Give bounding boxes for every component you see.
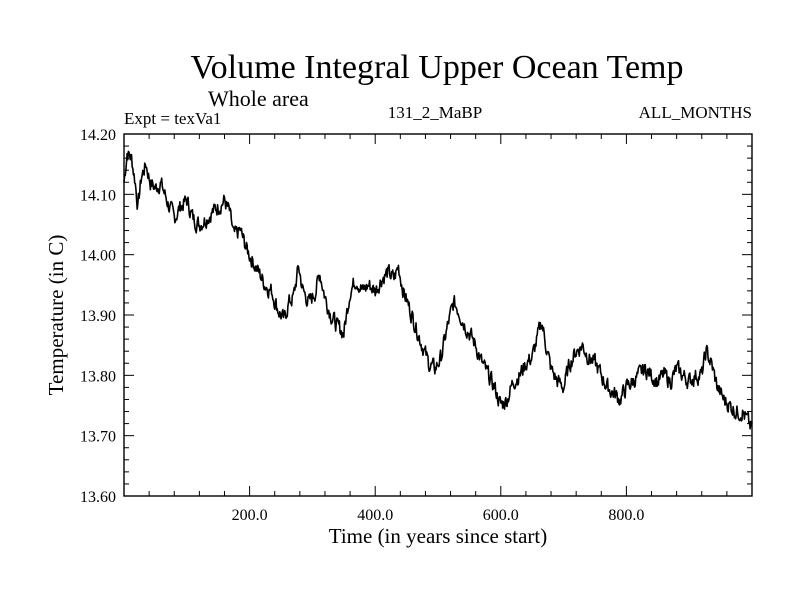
- x-tick-labels: 200.0 400.0 600.0 800.0: [232, 507, 645, 524]
- run-label: 131_2_MaBP: [388, 103, 482, 122]
- x-tick-label: 200.0: [232, 507, 268, 524]
- y-tick-label: 13.60: [80, 489, 116, 506]
- axis-ticks: [124, 133, 752, 497]
- chart-title: Volume Integral Upper Ocean Temp: [191, 49, 684, 86]
- y-tick-label: 14.00: [80, 248, 116, 265]
- months-label: ALL_MONTHS: [639, 103, 752, 122]
- y-tick-label: 14.20: [80, 127, 116, 144]
- y-tick-label: 14.10: [80, 187, 116, 204]
- y-tick-label: 13.80: [80, 368, 116, 385]
- y-tick-label: 13.70: [80, 429, 116, 446]
- experiment-label: Expt = texVa1: [124, 109, 221, 128]
- y-axis-label: Temperature (in C): [44, 235, 68, 396]
- x-tick-label: 800.0: [608, 507, 644, 524]
- x-axis-label: Time (in years since start): [329, 524, 548, 548]
- x-tick-label: 400.0: [357, 507, 393, 524]
- x-tick-label: 600.0: [483, 507, 519, 524]
- y-tick-label: 13.90: [80, 308, 116, 325]
- plot-frame: [123, 133, 753, 497]
- chart-subtitle: Whole area: [208, 86, 309, 111]
- y-tick-labels: 13.60 13.70 13.80 13.90 14.00 14.10 14.20: [80, 127, 116, 506]
- temperature-series-line: [123, 150, 753, 430]
